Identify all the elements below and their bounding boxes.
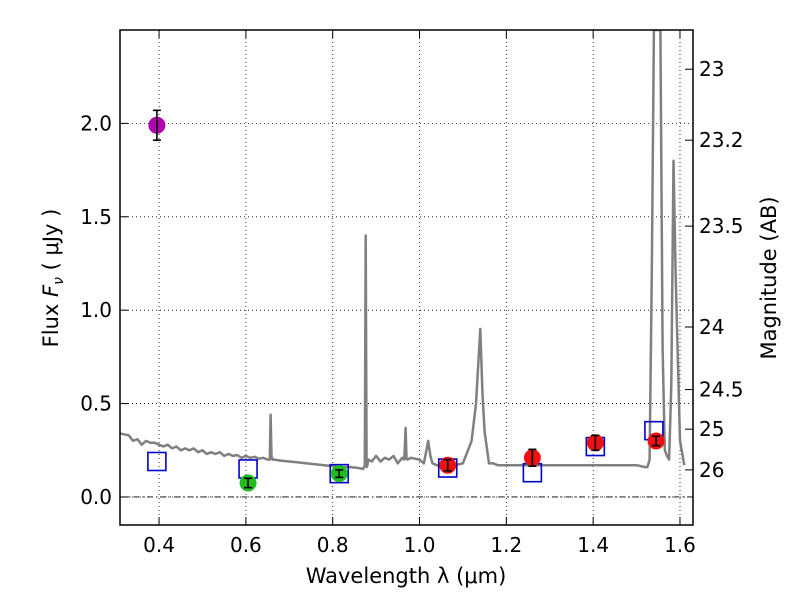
model-square xyxy=(329,463,350,484)
y-tick-label: 1.0 xyxy=(80,298,112,322)
x-tick-label: 0.6 xyxy=(230,533,262,557)
x-tick-label: 0.4 xyxy=(143,533,175,557)
y2-tick-label: 23 xyxy=(699,57,724,81)
y2-tick-label: 24.5 xyxy=(699,378,744,402)
y2-tick-label: 25 xyxy=(699,417,724,441)
y2-tick-label: 24 xyxy=(699,315,724,339)
y-tick-label: 1.5 xyxy=(80,205,112,229)
x-tick-label: 1.4 xyxy=(577,533,609,557)
x-tick-label: 1.2 xyxy=(490,533,522,557)
x-tick-label: 1.0 xyxy=(404,533,436,557)
sed-template-line xyxy=(120,30,686,471)
x-axis-title: Wavelength λ (μm) xyxy=(306,564,507,588)
x-tick-label: 1.6 xyxy=(664,533,696,557)
model-square xyxy=(147,451,167,472)
x-tick-label: 0.8 xyxy=(317,533,349,557)
plot-frame xyxy=(119,29,694,526)
y2-axis-title: Magnitude (AB) xyxy=(757,196,781,359)
y-tick-label: 2.0 xyxy=(80,111,112,135)
y-tick-label: 0.0 xyxy=(80,485,112,509)
ticks: 0.4 0.6 0.8 1.0 1.2 1.4 1.6 0.0 0.5 1.0 1.5 2.0 23 23… xyxy=(80,30,744,557)
y-tick-label: 0.5 xyxy=(80,392,112,416)
y2-tick-label: 26 xyxy=(699,458,724,482)
y-axis-title: Flux Fν ( μJy ) xyxy=(39,209,67,348)
plot-area xyxy=(120,30,693,498)
y2-tick-label: 23.5 xyxy=(699,214,744,238)
y2-tick-label: 23.2 xyxy=(699,128,744,152)
